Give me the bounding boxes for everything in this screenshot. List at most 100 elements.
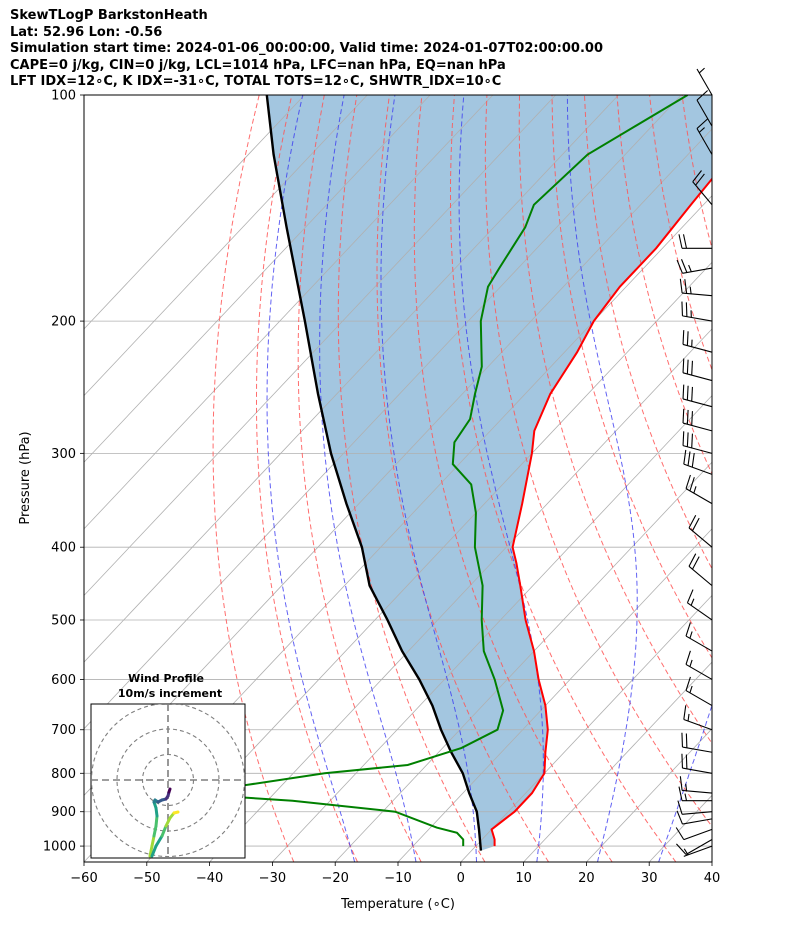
wind-barb-staff [682, 445, 713, 454]
wind-barb-full [685, 302, 688, 317]
dry-adiabat-line [518, 95, 712, 745]
wind-barb [676, 839, 713, 855]
hodograph-segment [172, 810, 180, 815]
hodograph-segment [150, 844, 158, 858]
wind-barb-full [692, 170, 702, 183]
isotherm-line [84, 95, 305, 330]
wind-barb-staff [683, 718, 713, 731]
wind-barb-half [690, 598, 695, 606]
wind-barb-full [695, 173, 705, 186]
y-tick-label: 300 [51, 447, 76, 462]
wind-barb [682, 384, 713, 408]
inset-title: Wind Profile [128, 672, 204, 685]
hodograph-segment [152, 824, 158, 838]
moist-adiabat-line [380, 95, 477, 862]
dry-adiabat-line [780, 95, 794, 862]
wind-barb-full [685, 676, 691, 691]
x-tick-label: −20 [321, 871, 348, 886]
y-tick-label: 200 [51, 315, 76, 330]
y-tick-label: 400 [51, 541, 76, 556]
isotherm-line [84, 95, 494, 530]
grid-layer [84, 95, 712, 862]
chart-title-line-5: LFT IDX=12∘C, K IDX=-31∘C, TOTAL TOTS=12… [10, 74, 502, 89]
wind-barb-half [698, 67, 705, 74]
wind-barb-staff [688, 565, 713, 587]
chart-title-line-3: Simulation start time: 2024-01-06_00:00:… [10, 41, 603, 56]
wind-barb-full [682, 234, 688, 249]
wind-barb-layer [675, 67, 713, 857]
wind-barb [679, 278, 713, 297]
wind-barb-half [689, 631, 693, 639]
wind-barb-staff [682, 343, 713, 353]
wind-barb-staff [685, 839, 713, 855]
wind-barb-staff [688, 527, 713, 548]
wind-barb-staff [682, 372, 713, 382]
wind-barb-staff [682, 292, 713, 297]
wind-barb-full [683, 449, 687, 465]
wind-barb-staff [682, 767, 713, 774]
wind-barb-full [686, 359, 689, 374]
wind-barb-full [682, 358, 685, 373]
wind-barb-staff [687, 602, 713, 621]
dry-adiabat-line [212, 95, 295, 862]
x-tick-label: −10 [384, 871, 411, 886]
wind-barb [688, 515, 713, 548]
moist-adiabat-line [458, 95, 544, 862]
wind-barb-staff [682, 789, 713, 794]
wind-barb-half [688, 264, 692, 272]
wind-barb [676, 259, 713, 274]
wind-barb-half [689, 659, 693, 667]
wind-barb [682, 358, 713, 382]
wind-barb-full [691, 517, 700, 532]
isotherm-line [84, 95, 556, 597]
wind-barb-half [684, 793, 688, 801]
wind-barb-staff [683, 463, 713, 475]
wind-barb-half [693, 486, 697, 494]
dry-adiabat-line [297, 95, 422, 862]
y-axis: 100 200 300 400 500 600 700 800 900 1000 [43, 89, 84, 855]
x-tick-label: 0 [457, 871, 465, 886]
wind-barb-half [687, 713, 690, 722]
wind-barb-full [688, 553, 697, 567]
y-tick-label: 500 [51, 613, 76, 628]
x-axis-title: Temperature (∘C) [340, 897, 455, 912]
wind-barb-full [679, 776, 683, 791]
wind-barb-staff [685, 690, 713, 707]
wind-barb-half [698, 127, 705, 133]
wind-barb-full [681, 301, 684, 316]
wind-barb-full [685, 474, 691, 489]
wind-barb [678, 786, 712, 802]
dry-adiabat-line [484, 95, 712, 828]
inset-subtitle: 10m/s increment [118, 687, 222, 700]
moist-adiabat-line [566, 95, 638, 862]
hodograph-segment [154, 814, 159, 828]
wind-barb-full [696, 118, 708, 129]
wind-barb [678, 234, 712, 249]
isotherm-line [146, 261, 712, 862]
isotherm-line [397, 528, 712, 862]
wind-barb-full [688, 515, 697, 529]
wind-barb [679, 776, 713, 794]
wind-barb-full [691, 433, 693, 448]
wind-barb-staff [682, 398, 713, 408]
wind-barb-full [691, 360, 693, 376]
dry-adiabat-line [715, 95, 794, 862]
wind-barb [685, 676, 713, 707]
wind-barb-full [676, 843, 687, 855]
wind-barb [696, 118, 713, 155]
y-tick-label: 700 [51, 723, 76, 738]
wind-barb-full [691, 556, 700, 570]
hodograph-segment [160, 824, 168, 838]
isotherm-line [84, 95, 682, 730]
x-tick-label: 10 [515, 871, 532, 886]
temperature-line [490, 177, 712, 847]
wind-barb [675, 827, 713, 841]
profile-layer [231, 95, 712, 851]
wind-barb-full [685, 754, 688, 769]
wind-barb-full [683, 705, 687, 720]
wind-barb [681, 732, 713, 753]
x-tick-label: 40 [704, 871, 721, 886]
wind-barb-full [682, 330, 685, 345]
x-tick-label: −50 [133, 871, 160, 886]
y-tick-label: 1000 [43, 840, 76, 855]
